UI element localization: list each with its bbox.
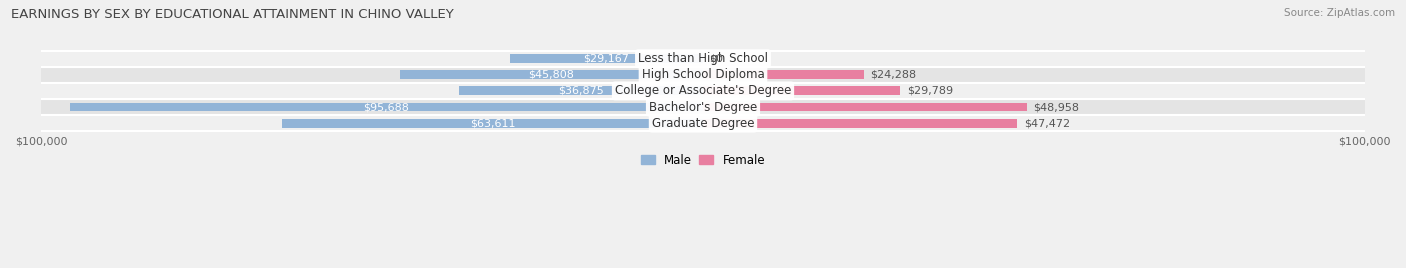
- Bar: [41, 99, 1365, 115]
- Bar: [41, 67, 1365, 83]
- Bar: [41, 51, 1365, 67]
- Text: Graduate Degree: Graduate Degree: [652, 117, 754, 130]
- Bar: [703, 87, 900, 95]
- Text: $29,167: $29,167: [583, 54, 630, 64]
- Text: Bachelor's Degree: Bachelor's Degree: [650, 100, 756, 114]
- Text: $36,875: $36,875: [558, 86, 603, 96]
- Text: College or Associate's Degree: College or Associate's Degree: [614, 84, 792, 98]
- Bar: [283, 119, 703, 128]
- Text: Source: ZipAtlas.com: Source: ZipAtlas.com: [1284, 8, 1395, 18]
- Text: Less than High School: Less than High School: [638, 52, 768, 65]
- Bar: [510, 54, 703, 63]
- Bar: [703, 70, 863, 79]
- Text: $0: $0: [710, 54, 724, 64]
- Text: EARNINGS BY SEX BY EDUCATIONAL ATTAINMENT IN CHINO VALLEY: EARNINGS BY SEX BY EDUCATIONAL ATTAINMEN…: [11, 8, 454, 21]
- Bar: [41, 115, 1365, 131]
- Text: $47,472: $47,472: [1024, 118, 1070, 128]
- Bar: [399, 70, 703, 79]
- Bar: [41, 83, 1365, 99]
- Text: $45,808: $45,808: [529, 70, 575, 80]
- Bar: [70, 103, 703, 111]
- Bar: [703, 103, 1026, 111]
- Bar: [458, 87, 703, 95]
- Text: High School Diploma: High School Diploma: [641, 68, 765, 81]
- Legend: Male, Female: Male, Female: [636, 149, 770, 171]
- Text: $63,611: $63,611: [470, 118, 515, 128]
- Text: $24,288: $24,288: [870, 70, 917, 80]
- Text: $95,688: $95,688: [364, 102, 409, 112]
- Bar: [703, 119, 1017, 128]
- Text: $29,789: $29,789: [907, 86, 953, 96]
- Text: $48,958: $48,958: [1033, 102, 1080, 112]
